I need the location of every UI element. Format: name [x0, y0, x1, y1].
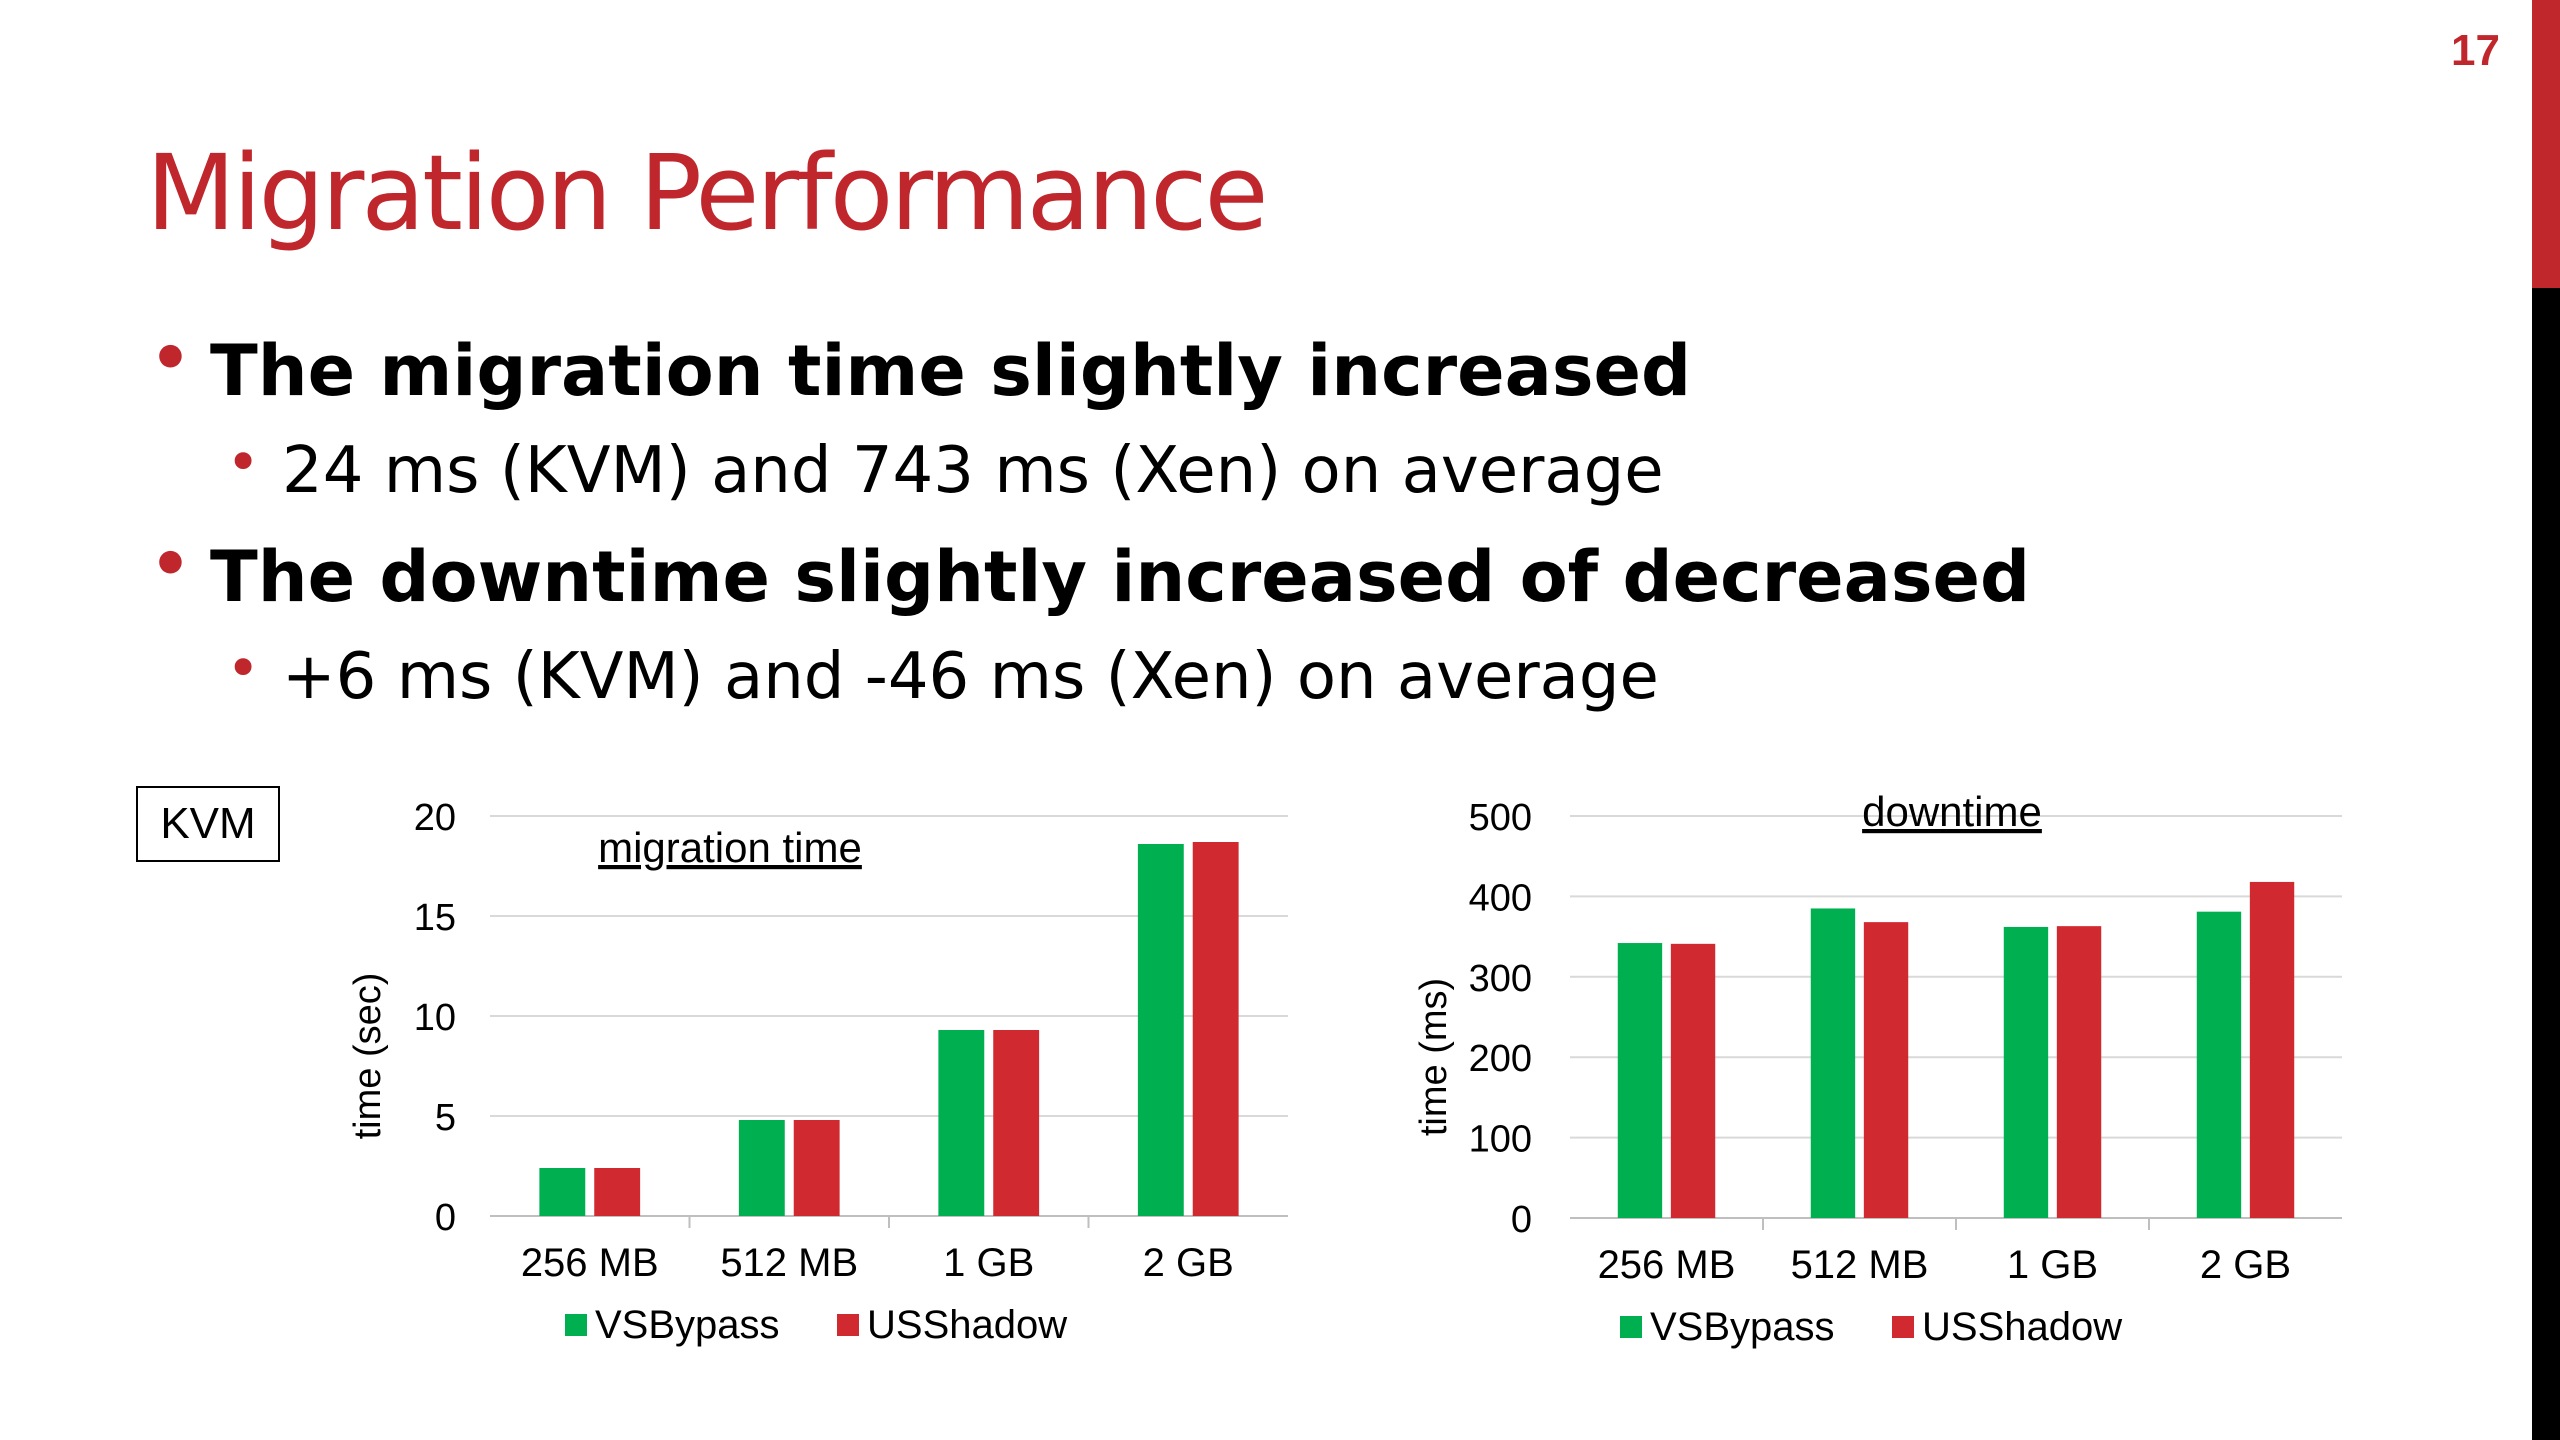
bullet-list: • The migration time slightly increased …	[150, 322, 2350, 742]
bar-usshadow	[2249, 881, 2295, 1218]
bullet-text: The migration time slightly increased	[210, 330, 1692, 412]
bar-usshadow	[594, 1168, 641, 1216]
legend-swatch	[1620, 1316, 1642, 1338]
y-tick-label: 0	[435, 1197, 456, 1239]
chart-title: downtime	[1862, 788, 2042, 835]
bar-usshadow	[1670, 943, 1716, 1218]
accent-bar	[2532, 0, 2560, 288]
bar-usshadow	[793, 1120, 840, 1216]
x-tick-label: 512 MB	[720, 1241, 858, 1285]
bar-usshadow	[993, 1030, 1040, 1216]
bullet-dot-icon: •	[150, 528, 191, 602]
y-tick-label: 200	[1469, 1038, 1532, 1080]
y-tick-label: 100	[1469, 1119, 1532, 1161]
bullet-dot-icon: •	[150, 322, 191, 396]
y-tick-label: 0	[1511, 1199, 1532, 1241]
bar-vsbypass	[738, 1120, 785, 1216]
migration-time-chart: 0 5 10 15 20 256 MB 512 MB 1 GB 2 GB time (sec) mi…	[330, 780, 1300, 1370]
legend-label: USShadow	[1922, 1305, 2122, 1349]
bar-usshadow	[2056, 926, 2102, 1218]
bullet-text: The downtime slightly increased of decre…	[210, 536, 2031, 618]
migration-time-chart-svg: 0 5 10 15 20 256 MB 512 MB 1 GB 2 GB time (sec) mi…	[347, 797, 1288, 1347]
bar-usshadow	[1192, 842, 1239, 1216]
bar-vsbypass	[938, 1030, 985, 1216]
sub-bullet-item: • 24 ms (KVM) and 743 ms (Xen) on averag…	[150, 428, 2350, 536]
bar-vsbypass	[1810, 908, 1856, 1218]
slide-title: Migration Performance	[146, 132, 1268, 254]
legend-label: USShadow	[867, 1303, 1067, 1347]
bar-vsbypass	[1617, 943, 1663, 1218]
side-bar	[2532, 288, 2560, 1440]
x-tick-label: 1 GB	[943, 1241, 1034, 1285]
y-tick-label: 20	[414, 797, 456, 839]
y-tick-label: 400	[1469, 877, 1532, 919]
downtime-chart: 0 100 200 300 400 500 256 MB 512 MB 1 GB 2 GB time…	[1390, 780, 2370, 1370]
legend-swatch	[837, 1314, 859, 1336]
y-axis-label: time (ms)	[1413, 978, 1455, 1136]
bullet-dot-icon: •	[226, 634, 261, 702]
y-axis-label: time (sec)	[347, 973, 389, 1140]
slide-number: 17	[2451, 26, 2500, 75]
x-tick-label: 1 GB	[2007, 1243, 2098, 1287]
x-tick-label: 256 MB	[521, 1241, 659, 1285]
bullet-item: • The migration time slightly increased	[150, 322, 2350, 434]
chart-title: migration time	[598, 824, 862, 871]
downtime-chart-svg: 0 100 200 300 400 500 256 MB 512 MB 1 GB 2 GB time…	[1413, 788, 2342, 1349]
y-tick-label: 300	[1469, 958, 1532, 1000]
x-tick-label: 512 MB	[1791, 1243, 1929, 1287]
bar-vsbypass	[2196, 911, 2242, 1218]
legend-swatch	[565, 1314, 587, 1336]
x-tick-label: 2 GB	[1143, 1241, 1234, 1285]
bar-vsbypass	[539, 1168, 586, 1216]
y-tick-label: 10	[414, 997, 456, 1039]
y-tick-label: 500	[1469, 797, 1532, 839]
bar-vsbypass	[2003, 926, 2049, 1218]
legend-label: VSBypass	[595, 1303, 780, 1347]
x-tick-label: 2 GB	[2200, 1243, 2291, 1287]
bar-usshadow	[1863, 922, 1909, 1218]
kvm-label: KVM	[136, 786, 280, 862]
bullet-text: +6 ms (KVM) and -46 ms (Xen) on average	[282, 640, 1659, 714]
y-tick-label: 15	[414, 897, 456, 939]
legend-swatch	[1892, 1316, 1914, 1338]
bullet-dot-icon: •	[226, 428, 261, 496]
x-tick-label: 256 MB	[1598, 1243, 1736, 1287]
bar-vsbypass	[1137, 844, 1184, 1216]
bullet-item: • The downtime slightly increased of dec…	[150, 528, 2350, 640]
sub-bullet-item: • +6 ms (KVM) and -46 ms (Xen) on averag…	[150, 634, 2350, 742]
legend-label: VSBypass	[1650, 1305, 1835, 1349]
bullet-text: 24 ms (KVM) and 743 ms (Xen) on average	[282, 434, 1664, 508]
y-tick-label: 5	[435, 1097, 456, 1139]
